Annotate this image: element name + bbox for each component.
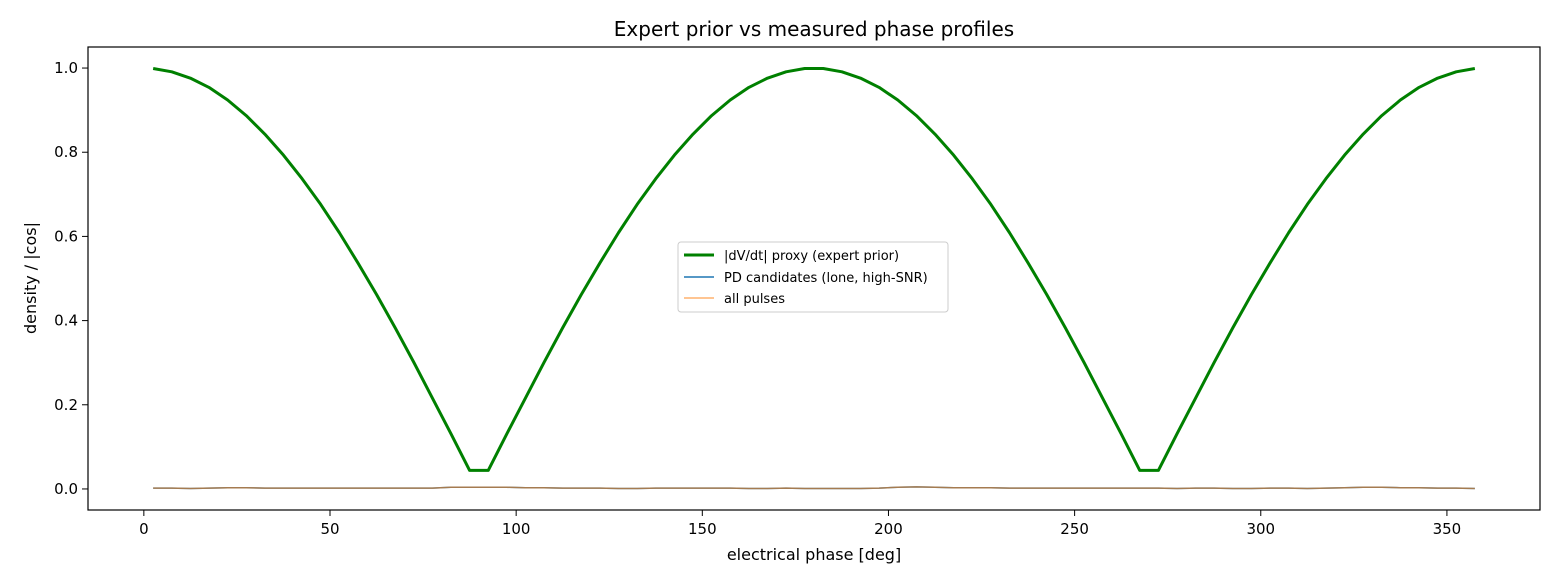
x-tick-label: 0: [139, 520, 149, 538]
y-axis-ticks: 0.0 0.2 0.4 0.6 0.8 1.0: [54, 59, 88, 498]
x-tick-label: 200: [874, 520, 903, 538]
y-tick-label: 1.0: [54, 59, 78, 77]
legend-label-expert-prior: |dV/dt| proxy (expert prior): [724, 249, 899, 264]
x-tick-label: 150: [688, 520, 717, 538]
legend-box: [677, 241, 949, 313]
legend-label-all-pulses: all pulses: [724, 292, 785, 307]
legend-label-pd-candidates: PD candidates (lone, high-SNR): [724, 271, 928, 286]
y-axis-label: density / |cos|: [21, 222, 40, 334]
legend: |dV/dt| proxy (expert prior) PD candidat…: [677, 241, 949, 313]
chart-title: Expert prior vs measured phase profiles: [614, 17, 1014, 41]
y-tick-label: 0.6: [54, 227, 78, 245]
x-tick-label: 50: [320, 520, 339, 538]
plot-frame: [87, 46, 1541, 511]
y-tick-label: 0.4: [54, 312, 78, 330]
x-axis-label: electrical phase [deg]: [727, 545, 901, 564]
x-axis-ticks: 0 50 100 150 200 250 300 350: [139, 510, 1461, 538]
x-tick-label: 300: [1246, 520, 1275, 538]
x-tick-label: 350: [1433, 520, 1462, 538]
y-tick-label: 0.2: [54, 396, 78, 414]
y-tick-label: 0.8: [54, 143, 78, 161]
x-tick-label: 250: [1060, 520, 1089, 538]
x-tick-label: 100: [502, 520, 531, 538]
series-line-all-pulses: [153, 486, 1475, 490]
series-line-expert-prior: [152, 66, 1476, 472]
y-tick-label: 0.0: [54, 480, 78, 498]
series-layer: [152, 66, 1476, 490]
